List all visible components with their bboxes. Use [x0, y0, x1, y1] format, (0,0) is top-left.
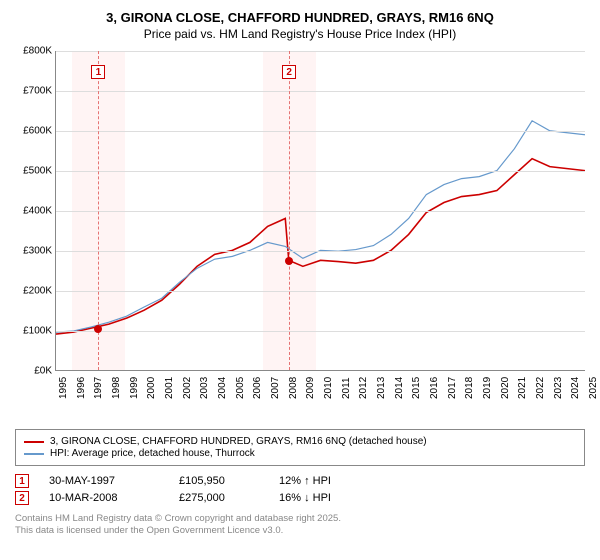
- plot-area: 12: [55, 51, 585, 371]
- transaction-date: 30-MAY-1997: [49, 475, 159, 487]
- legend-label: HPI: Average price, detached house, Thur…: [50, 448, 255, 459]
- x-tick-label: 2022: [535, 377, 546, 399]
- x-tick-label: 2008: [288, 377, 299, 399]
- footer-line1: Contains HM Land Registry data © Crown c…: [15, 513, 585, 525]
- gridline: [56, 331, 585, 332]
- x-tick-label: 2004: [217, 377, 228, 399]
- chart: £0K£100K£200K£300K£400K£500K£600K£700K£8…: [15, 51, 585, 391]
- x-tick-label: 2014: [394, 377, 405, 399]
- transaction-row: 1 30-MAY-1997 £105,950 12% ↑ HPI: [15, 474, 585, 488]
- series-line-hpi: [56, 121, 585, 332]
- y-tick-label: £100K: [23, 326, 52, 337]
- transaction-delta: 12% ↑ HPI: [279, 475, 331, 487]
- y-tick-label: £500K: [23, 166, 52, 177]
- gridline: [56, 171, 585, 172]
- x-tick-label: 2006: [252, 377, 263, 399]
- transaction-marker: 1: [15, 474, 29, 488]
- x-tick-label: 2020: [500, 377, 511, 399]
- transaction-price: £105,950: [179, 475, 259, 487]
- gridline: [56, 291, 585, 292]
- legend-item: 3, GIRONA CLOSE, CHAFFORD HUNDRED, GRAYS…: [24, 436, 576, 447]
- data-point-dot: [94, 325, 102, 333]
- y-tick-label: £800K: [23, 46, 52, 57]
- chart-title: 3, GIRONA CLOSE, CHAFFORD HUNDRED, GRAYS…: [15, 10, 585, 25]
- transaction-delta: 16% ↓ HPI: [279, 492, 331, 504]
- x-tick-label: 1999: [129, 377, 140, 399]
- legend: 3, GIRONA CLOSE, CHAFFORD HUNDRED, GRAYS…: [15, 429, 585, 466]
- transaction-date: 10-MAR-2008: [49, 492, 159, 504]
- y-tick-label: £300K: [23, 246, 52, 257]
- transaction-rows: 1 30-MAY-1997 £105,950 12% ↑ HPI 2 10-MAR-200…: [15, 474, 585, 505]
- x-tick-label: 2013: [376, 377, 387, 399]
- y-tick-label: £600K: [23, 126, 52, 137]
- gridline: [56, 211, 585, 212]
- marker-line: [289, 51, 290, 370]
- y-tick-label: £200K: [23, 286, 52, 297]
- x-tick-label: 1997: [93, 377, 104, 399]
- x-tick-label: 2017: [447, 377, 458, 399]
- x-tick-label: 2012: [358, 377, 369, 399]
- x-tick-label: 2003: [199, 377, 210, 399]
- x-tick-label: 2025: [588, 377, 599, 399]
- x-tick-label: 2010: [323, 377, 334, 399]
- x-tick-label: 2021: [517, 377, 528, 399]
- x-tick-label: 2015: [411, 377, 422, 399]
- x-tick-label: 2016: [429, 377, 440, 399]
- legend-item: HPI: Average price, detached house, Thur…: [24, 448, 576, 459]
- footer: Contains HM Land Registry data © Crown c…: [15, 513, 585, 538]
- y-axis: £0K£100K£200K£300K£400K£500K£600K£700K£8…: [15, 51, 55, 371]
- x-tick-label: 1995: [58, 377, 69, 399]
- transaction-row: 2 10-MAR-2008 £275,000 16% ↓ HPI: [15, 491, 585, 505]
- series-line-property: [56, 159, 585, 334]
- x-tick-label: 2011: [341, 377, 352, 399]
- legend-swatch: [24, 441, 44, 443]
- x-tick-label: 1996: [76, 377, 87, 399]
- marker-box: 1: [91, 65, 105, 79]
- marker-box: 2: [282, 65, 296, 79]
- footer-line2: This data is licensed under the Open Gov…: [15, 525, 585, 537]
- data-point-dot: [285, 257, 293, 265]
- x-tick-label: 2009: [305, 377, 316, 399]
- y-tick-label: £0K: [34, 366, 52, 377]
- transaction-marker: 2: [15, 491, 29, 505]
- legend-label: 3, GIRONA CLOSE, CHAFFORD HUNDRED, GRAYS…: [50, 436, 427, 447]
- y-tick-label: £700K: [23, 86, 52, 97]
- x-tick-label: 2000: [146, 377, 157, 399]
- x-tick-label: 1998: [111, 377, 122, 399]
- x-tick-label: 2001: [164, 377, 175, 399]
- gridline: [56, 51, 585, 52]
- x-tick-label: 2024: [570, 377, 581, 399]
- x-tick-label: 2019: [482, 377, 493, 399]
- transaction-price: £275,000: [179, 492, 259, 504]
- x-tick-label: 2005: [235, 377, 246, 399]
- y-tick-label: £400K: [23, 206, 52, 217]
- x-tick-label: 2007: [270, 377, 281, 399]
- chart-subtitle: Price paid vs. HM Land Registry's House …: [15, 27, 585, 41]
- x-axis: 1995199619971998199920002001200220032004…: [55, 371, 585, 391]
- legend-swatch: [24, 453, 44, 455]
- marker-line: [98, 51, 99, 370]
- gridline: [56, 251, 585, 252]
- gridline: [56, 131, 585, 132]
- x-tick-label: 2018: [464, 377, 475, 399]
- gridline: [56, 91, 585, 92]
- x-tick-label: 2002: [182, 377, 193, 399]
- x-tick-label: 2023: [553, 377, 564, 399]
